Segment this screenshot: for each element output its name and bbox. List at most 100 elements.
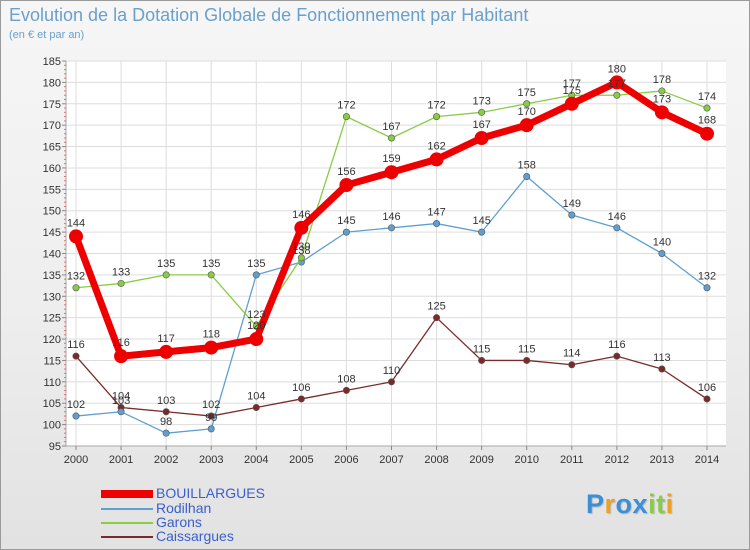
data-label-garons: 135	[202, 258, 220, 270]
y-tick-label: 125	[43, 313, 61, 325]
data-point-garons	[117, 279, 125, 287]
y-tick-label: 120	[43, 334, 61, 346]
logo-letter: x	[632, 489, 649, 519]
y-tick-label: 160	[43, 163, 61, 175]
data-point-rodilhan	[342, 228, 350, 236]
data-point-caissargues	[703, 395, 711, 403]
data-label-bouillargues: 180	[608, 63, 626, 75]
data-label-bouillargues: 159	[382, 153, 400, 165]
data-point-bouillargues	[700, 126, 714, 141]
data-label-bouillargues: 162	[427, 140, 445, 152]
data-label-garons: 177	[608, 78, 626, 90]
data-label-bouillargues: 167	[472, 119, 490, 131]
y-tick-label: 165	[43, 142, 61, 154]
data-point-caissargues	[658, 365, 666, 373]
x-tick-label: 2001	[109, 454, 133, 466]
data-label-garons: 177	[563, 78, 581, 90]
data-label-garons: 173	[472, 95, 490, 107]
axis-ticks: 95 100 105 110 115 120 125 130 135 140 145 150 155 16…	[43, 56, 720, 466]
logo-letter: P	[586, 489, 605, 519]
y-tick-label: 95	[49, 441, 61, 453]
data-label-rodilhan: 99	[205, 412, 217, 424]
data-label-garons: 174	[698, 91, 716, 103]
data-label-caissargues: 108	[337, 373, 355, 385]
legend-item-rodilhan: Rodilhan	[101, 500, 361, 516]
data-label-garons: 178	[653, 74, 671, 86]
data-point-bouillargues	[339, 178, 354, 193]
legend-item-caissargues: Caissargues	[101, 528, 361, 544]
data-label-caissargues: 104	[112, 391, 130, 403]
data-label-rodilhan: 145	[472, 215, 490, 227]
data-label-rodilhan: 98	[160, 416, 172, 428]
data-point-bouillargues	[249, 332, 264, 347]
legend-label: Rodilhan	[156, 500, 212, 516]
data-point-rodilhan	[72, 412, 80, 420]
data-point-garons	[703, 104, 711, 112]
data-point-caissargues	[72, 352, 80, 360]
data-label-rodilhan: 146	[608, 211, 626, 223]
logo-letter: t	[656, 489, 666, 519]
data-point-rodilhan	[478, 228, 486, 236]
data-point-garons	[342, 113, 350, 121]
data-label-bouillargues: 118	[202, 329, 220, 341]
y-tick-label: 170	[43, 120, 61, 132]
data-label-bouillargues: 120	[247, 320, 265, 332]
data-point-caissargues	[523, 356, 531, 364]
data-label-rodilhan: 147	[427, 207, 445, 219]
data-point-garons	[297, 254, 305, 262]
x-tick-label: 2006	[334, 454, 358, 466]
logo-letter: r	[604, 489, 616, 519]
data-point-bouillargues	[294, 220, 309, 235]
x-tick-label: 2011	[560, 454, 584, 466]
data-label-rodilhan: 146	[382, 211, 400, 223]
legend-label: Garons	[156, 514, 202, 530]
data-label-rodilhan: 132	[698, 271, 716, 283]
x-tick-label: 2003	[199, 454, 223, 466]
x-tick-label: 2012	[605, 454, 629, 466]
data-label-rodilhan: 149	[563, 198, 581, 210]
chart-subtitle: (en € et par an)	[9, 29, 85, 41]
data-point-bouillargues	[69, 229, 83, 244]
data-point-rodilhan	[387, 224, 395, 232]
legend-label: Caissargues	[156, 528, 234, 544]
data-point-caissargues	[162, 408, 170, 416]
data-label-bouillargues: 173	[653, 93, 671, 105]
data-label-garons: 132	[67, 271, 85, 283]
logo-letter: o	[615, 489, 633, 519]
data-point-rodilhan	[117, 408, 125, 416]
data-label-caissargues: 115	[473, 343, 491, 355]
logo-letter: i	[665, 489, 674, 519]
y-tick-label: 110	[43, 377, 61, 389]
data-label-garons: 135	[157, 258, 175, 270]
data-label-caissargues: 115	[518, 343, 536, 355]
data-point-garons	[523, 100, 531, 108]
data-point-garons	[478, 108, 486, 116]
data-label-caissargues: 114	[563, 348, 581, 360]
x-tick-label: 2007	[379, 454, 403, 466]
data-point-caissargues	[297, 395, 305, 403]
data-point-bouillargues	[654, 105, 669, 120]
data-point-rodilhan	[568, 211, 576, 219]
data-point-bouillargues	[609, 75, 624, 90]
data-point-rodilhan	[613, 224, 621, 232]
data-point-rodilhan	[523, 173, 531, 181]
data-point-caissargues	[342, 386, 350, 394]
logo-letter: i	[648, 489, 657, 519]
x-tick-label: 2000	[64, 454, 88, 466]
data-point-garons	[387, 134, 395, 142]
data-point-bouillargues	[519, 118, 534, 133]
data-point-bouillargues	[114, 349, 129, 364]
legend-swatch	[101, 522, 153, 524]
data-label-bouillargues: 170	[518, 106, 536, 118]
y-tick-label: 115	[43, 355, 61, 367]
y-tick-label: 135	[43, 270, 61, 282]
data-point-garons	[207, 271, 215, 279]
data-label-caissargues: 103	[157, 395, 175, 407]
proxiti-logo: Proxiti	[586, 489, 674, 520]
data-label-caissargues: 104	[247, 391, 265, 403]
y-tick-label: 100	[43, 420, 61, 432]
data-label-caissargues: 125	[427, 301, 445, 313]
data-label-caissargues: 113	[653, 352, 671, 364]
